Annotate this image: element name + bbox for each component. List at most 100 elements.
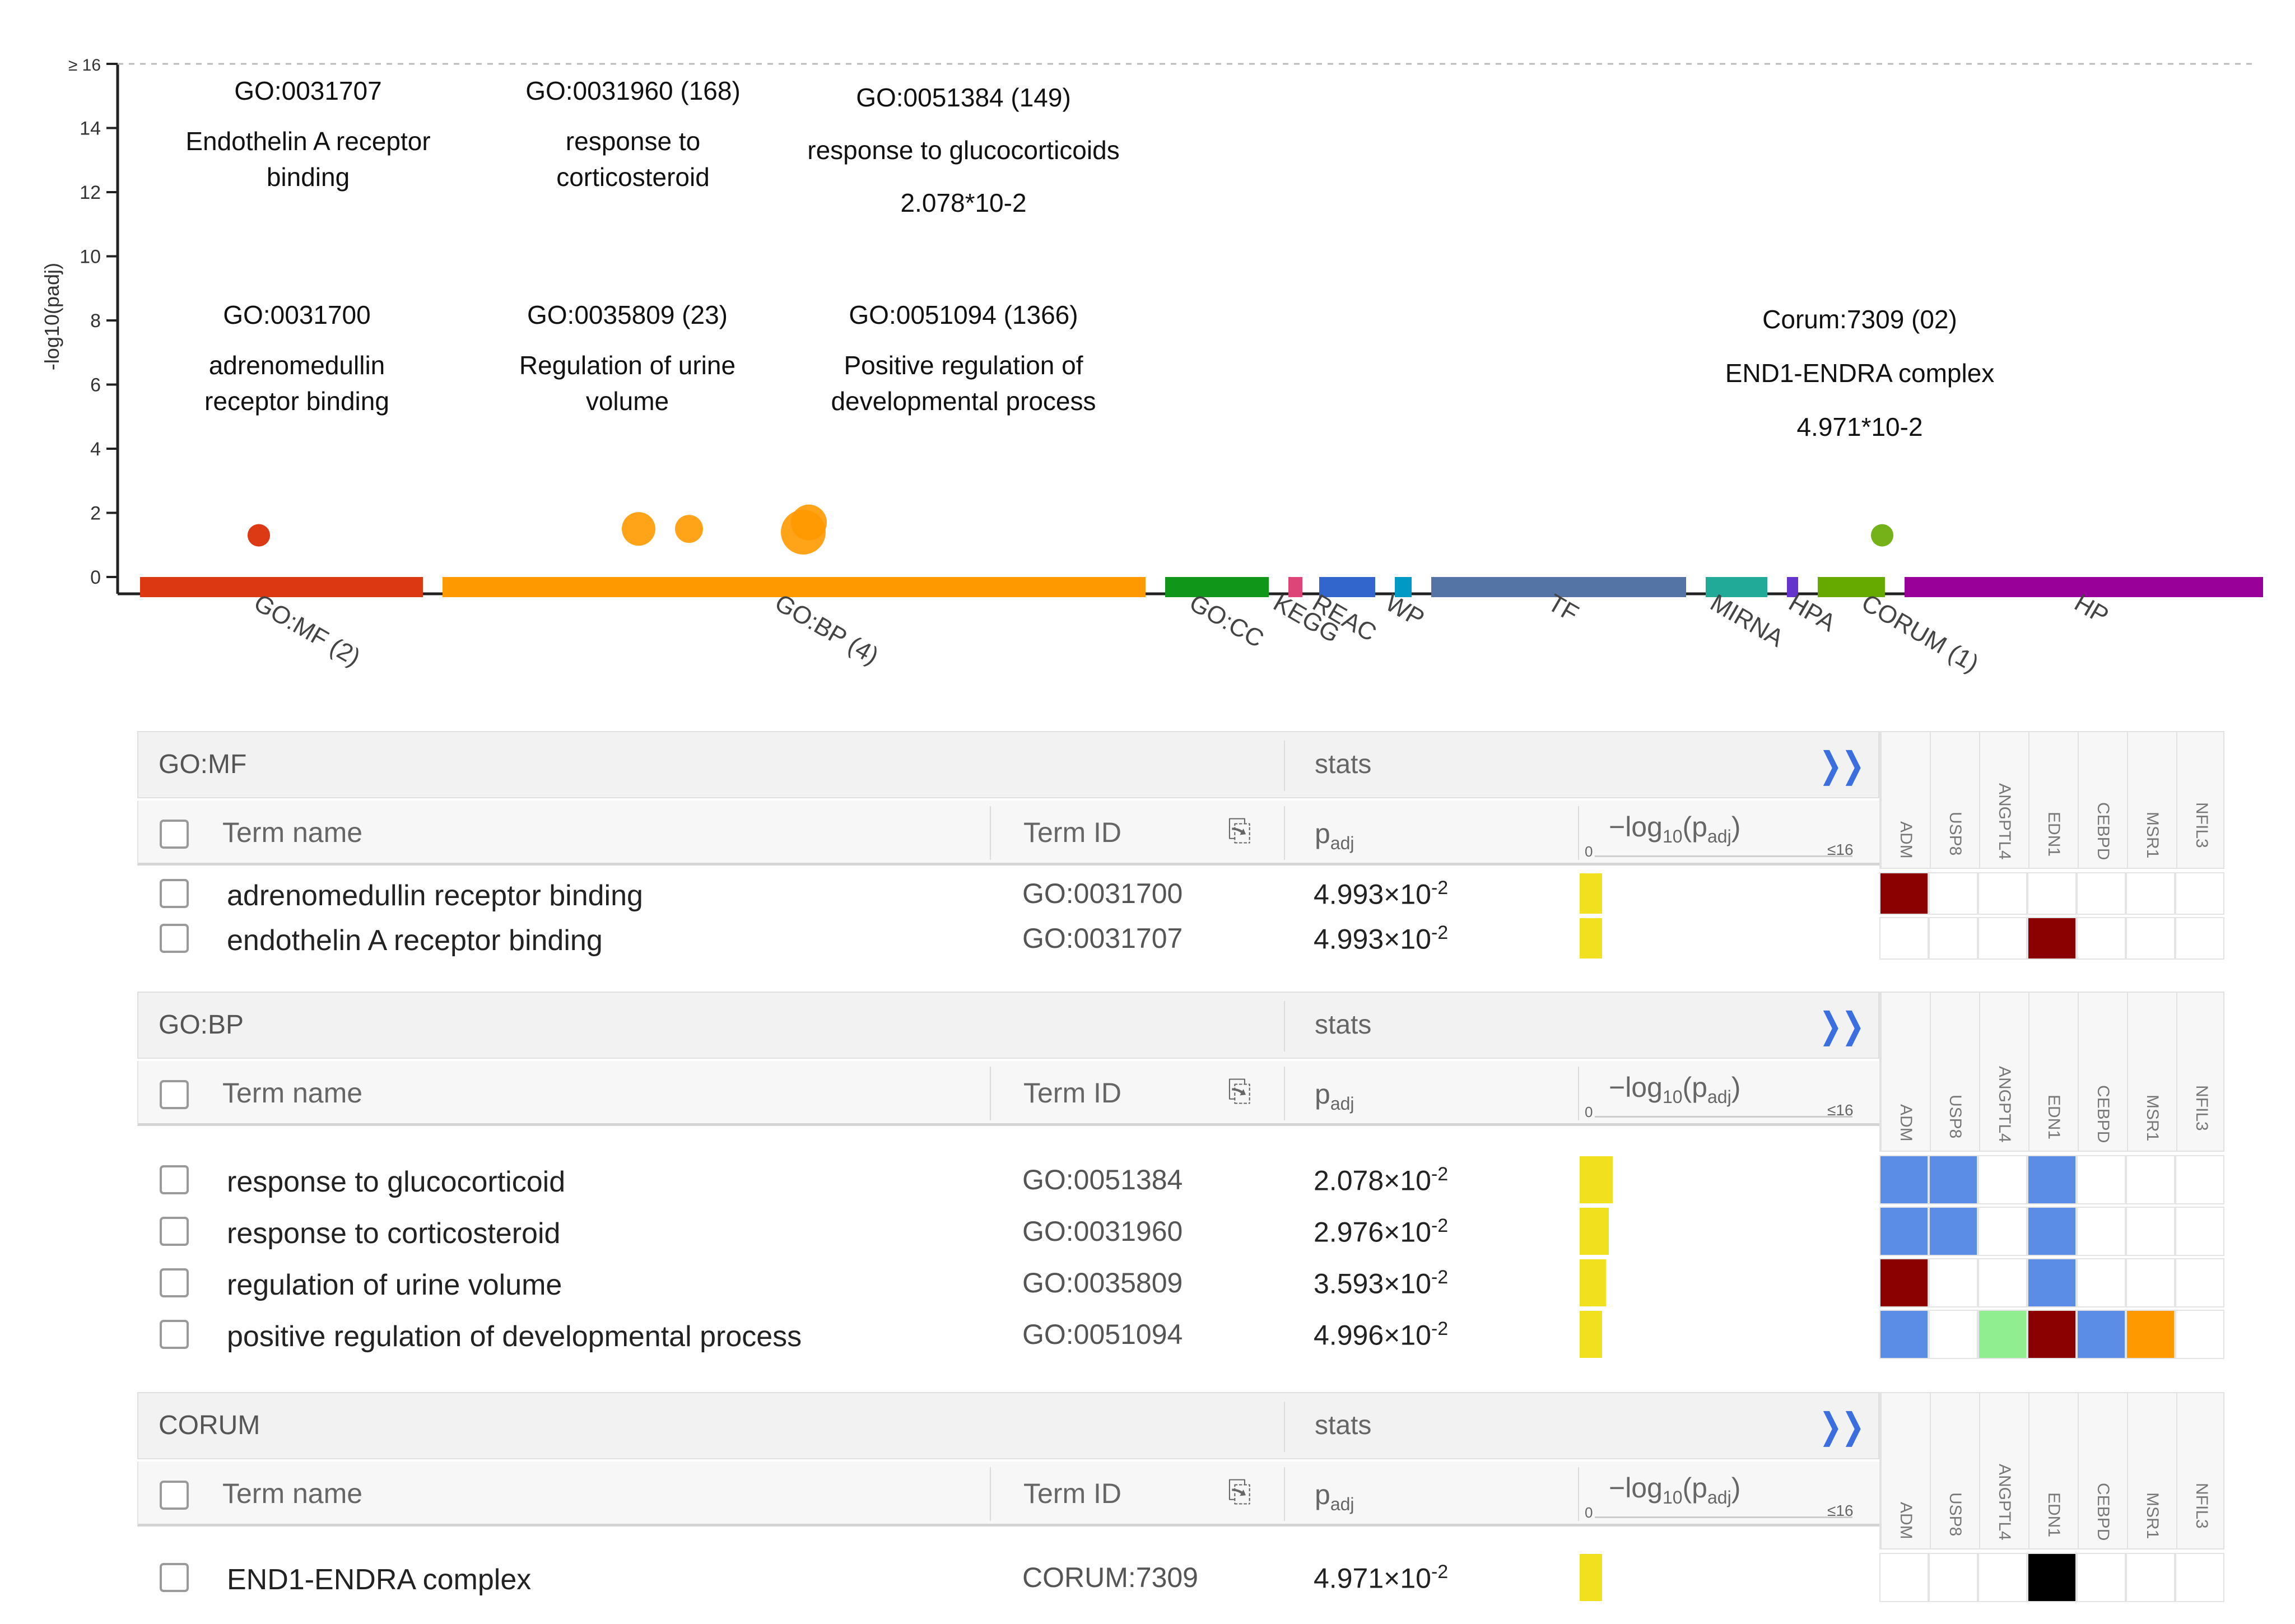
term-id[interactable]: GO:0035809	[1022, 1267, 1183, 1299]
source-bar	[1818, 577, 1885, 597]
log-padj-bar	[1580, 1208, 1609, 1255]
table-row[interactable]: response to corticosteroid GO:0031960 2.97…	[137, 1206, 2227, 1257]
padj-exponent: -2	[1431, 877, 1449, 899]
term-name[interactable]: positive regulation of developmental pro…	[227, 1320, 802, 1353]
gene-hit-cell	[2175, 1207, 2224, 1256]
section-header: GO:MF stats ❭❭	[137, 731, 1879, 798]
annotation-mf-top: GO:0031707 Endothelin A receptor binding	[157, 73, 459, 195]
gene-hit-cell	[1929, 917, 1978, 960]
copy-icon[interactable]: ⎘	[1228, 1476, 1251, 1508]
term-name[interactable]: regulation of urine volume	[227, 1269, 562, 1301]
select-all-checkbox[interactable]	[160, 1481, 189, 1510]
gene-hit-cell	[2175, 1553, 2224, 1602]
term-id[interactable]: GO:0051384	[1022, 1164, 1183, 1195]
term-name[interactable]: adrenomedullin receptor binding	[227, 880, 643, 912]
data-point	[622, 512, 655, 546]
term-id[interactable]: GO:0031707	[1022, 923, 1183, 954]
table-row[interactable]: response to glucocorticoid GO:0051384 2.07…	[137, 1154, 2227, 1206]
padj-header: padj	[1315, 818, 1354, 853]
gene-name: EDN1	[2045, 1492, 2063, 1538]
header-divider	[1578, 1467, 1579, 1521]
row-checkbox[interactable]	[160, 1268, 189, 1297]
annotation-id: Corum:7309 (02)	[1762, 305, 1957, 334]
gene-hit-cell	[2175, 917, 2224, 960]
section-header: GO:BP stats ❭❭	[137, 992, 1879, 1059]
row-checkbox[interactable]	[160, 1563, 189, 1592]
term-id[interactable]: CORUM:7309	[1022, 1562, 1198, 1593]
scale-line	[1595, 855, 1852, 857]
table-row[interactable]: endothelin A receptor binding GO:0031707 4…	[137, 916, 2227, 961]
row-checkbox[interactable]	[160, 1165, 189, 1194]
gene-name: USP8	[1946, 812, 1965, 856]
gene-hit-cell	[2077, 1155, 2126, 1204]
annotation-line: developmental process	[831, 387, 1096, 416]
scale-line	[1595, 1516, 1852, 1518]
copy-icon[interactable]: ⎘	[1228, 815, 1251, 847]
stats-label: stats	[1315, 1010, 1372, 1040]
gene-column-divider	[1880, 993, 1882, 1151]
term-name[interactable]: endothelin A receptor binding	[227, 924, 603, 957]
gene-hit-cell	[1929, 1258, 1978, 1307]
gene-hit-cell	[1879, 872, 1929, 915]
annotation-corum: Corum:7309 (02) END1-ENDRA complex 4.971…	[1680, 301, 2039, 445]
row-checkbox[interactable]	[160, 879, 189, 908]
annotation-bp1-bottom: GO:0035809 (23) Regulation of urine volu…	[471, 297, 784, 419]
gene-column-divider	[1880, 1393, 1882, 1548]
y-tick-label: 14	[80, 118, 101, 139]
term-id[interactable]: GO:0031960	[1022, 1216, 1183, 1247]
data-points	[248, 504, 1893, 555]
gene-name: CEBPD	[2094, 802, 2112, 860]
row-checkbox[interactable]	[160, 1217, 189, 1246]
select-all-checkbox[interactable]	[160, 1080, 189, 1109]
header-divider	[1578, 1067, 1579, 1120]
select-all-checkbox[interactable]	[160, 820, 189, 849]
annotation-id: GO:0031700	[223, 300, 371, 329]
gene-hit-cell	[1879, 1207, 1929, 1256]
row-checkbox[interactable]	[160, 1320, 189, 1349]
header-divider	[1284, 741, 1285, 791]
table-row[interactable]: regulation of urine volume GO:0035809 3.59…	[137, 1257, 2227, 1309]
gene-column-divider	[2176, 993, 2177, 1151]
expand-button[interactable]: ❭❭	[1816, 746, 1868, 785]
gene-hit-cell	[1929, 1553, 1978, 1602]
gene-hit-cell	[2126, 1207, 2175, 1256]
gene-name: ADM	[1897, 1502, 1915, 1539]
source-bar	[1787, 577, 1798, 597]
term-id[interactable]: GO:0051094	[1022, 1319, 1183, 1350]
term-id-header: Term ID	[1023, 1478, 1121, 1509]
gene-hit-cell	[2027, 917, 2077, 960]
term-name[interactable]: END1-ENDRA complex	[227, 1563, 532, 1596]
annotation-id: GO:0035809 (23)	[527, 300, 728, 329]
row-checkbox[interactable]	[160, 924, 189, 953]
gene-hit-cell	[2027, 1310, 2077, 1359]
stats-label: stats	[1315, 1411, 1372, 1440]
term-name[interactable]: response to corticosteroid	[227, 1217, 561, 1250]
scale-min: 0	[1585, 1504, 1593, 1521]
copy-icon[interactable]: ⎘	[1228, 1075, 1251, 1108]
expand-button[interactable]: ❭❭	[1816, 1407, 1868, 1446]
annotation-line: Regulation of urine	[519, 351, 736, 380]
expand-button[interactable]: ❭❭	[1816, 1007, 1868, 1045]
annotation-bp2-bottom: GO:0051094 (1366) Positive regulation of…	[784, 297, 1143, 419]
term-id[interactable]: GO:0031700	[1022, 878, 1183, 909]
source-label: CORUM (1)	[1857, 589, 1984, 678]
gene-hit-cell	[2126, 917, 2175, 960]
gene-hit-cell	[1929, 872, 1978, 915]
gene-name: NFIL3	[2192, 802, 2211, 848]
source-bar	[1319, 577, 1375, 597]
header-divider	[990, 1467, 991, 1521]
annotation-line: binding	[266, 162, 350, 192]
term-name[interactable]: response to glucocorticoid	[227, 1166, 566, 1198]
gene-hit-cell	[2077, 1258, 2126, 1307]
annotation-id: GO:0051384 (149)	[856, 83, 1071, 112]
log-padj-bar	[1580, 1311, 1602, 1358]
table-row[interactable]: adrenomedullin receptor binding GO:003170…	[137, 871, 2227, 916]
table-row[interactable]: positive regulation of developmental pro…	[137, 1309, 2227, 1360]
padj-value: 4.993×10-2	[1314, 877, 1449, 910]
gene-hit-cell	[2126, 1155, 2175, 1204]
gene-name: MSR1	[2143, 1095, 2162, 1142]
gene-name: EDN1	[2045, 812, 2063, 857]
source-bar	[1165, 577, 1269, 597]
log-padj-bar	[1580, 1156, 1613, 1203]
table-row[interactable]: END1-ENDRA complex CORUM:7309 4.971×10-2	[137, 1552, 2227, 1603]
